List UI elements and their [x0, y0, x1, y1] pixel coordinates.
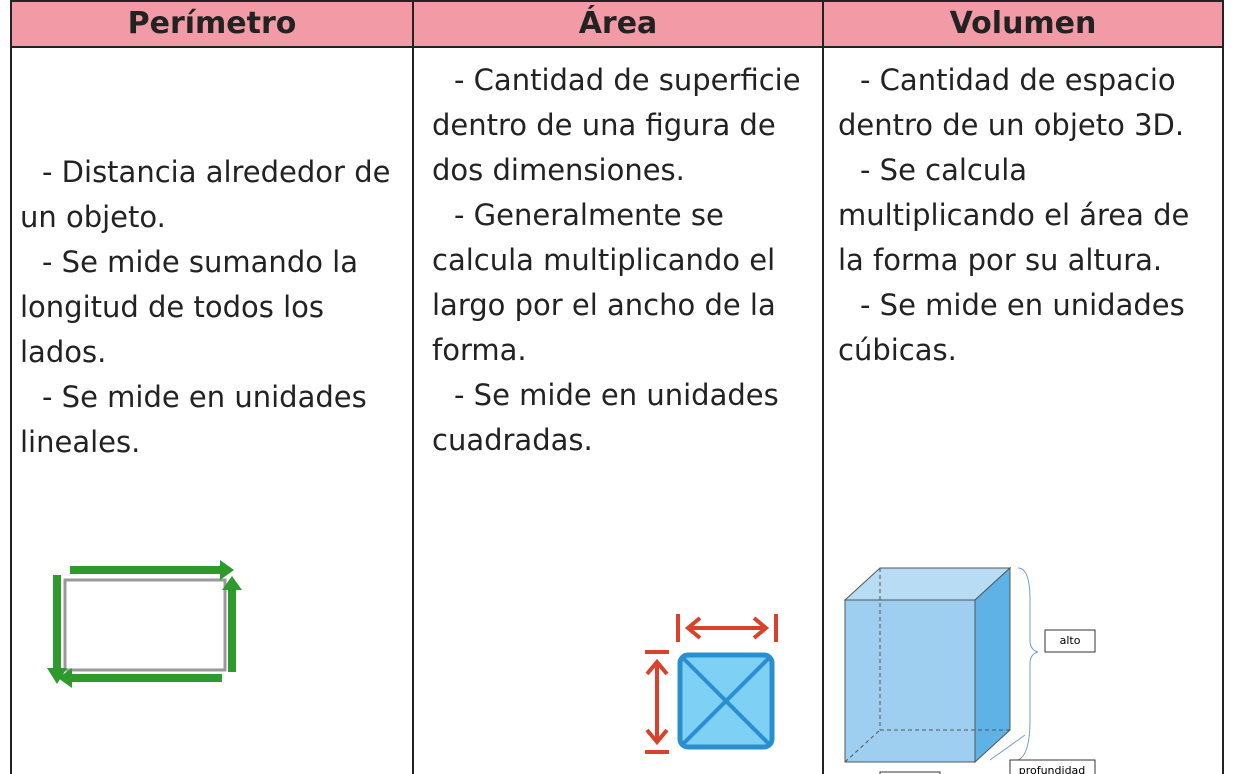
perimeter-figure: [47, 560, 242, 688]
border: [1222, 0, 1224, 774]
cell-item: - Cantidad de espacio dentro de un objet…: [838, 63, 1185, 142]
figure-label: profundidad: [1019, 764, 1086, 774]
area-figure: [645, 614, 778, 754]
cell-item: - Se mide en unidades cuadradas.: [432, 378, 779, 457]
cell-item: - Se mide en unidades cúbicas.: [838, 288, 1185, 367]
cell: - Cantidad de superficie dentro de una f…: [432, 58, 817, 463]
border: [10, 0, 12, 774]
cell-item: - Generalmente se calcula multiplicando …: [432, 198, 776, 367]
cell-item: - Cantidad de superficie dentro de una f…: [432, 63, 801, 187]
figure-label: alto: [1060, 634, 1081, 647]
cell-item: - Se mide sumando la longitud de todos l…: [20, 245, 359, 369]
header-cell: Volumen: [822, 0, 1224, 48]
cell: - Cantidad de espacio dentro de un objet…: [838, 58, 1218, 373]
cell-item: - Se calcula multiplicando el área de la…: [838, 153, 1190, 277]
border: [412, 0, 414, 774]
cell-item: - Distancia alrededor de un objeto.: [20, 155, 391, 234]
cell-item: - Se mide en unidades lineales.: [20, 380, 367, 459]
cell: - Distancia alrededor de un objeto. - Se …: [20, 150, 405, 465]
header-cell: Perímetro: [10, 0, 414, 48]
volume-figure: altoanchoprofundidad: [843, 566, 1096, 774]
header-cell: Área: [412, 0, 824, 48]
border: [822, 0, 824, 774]
